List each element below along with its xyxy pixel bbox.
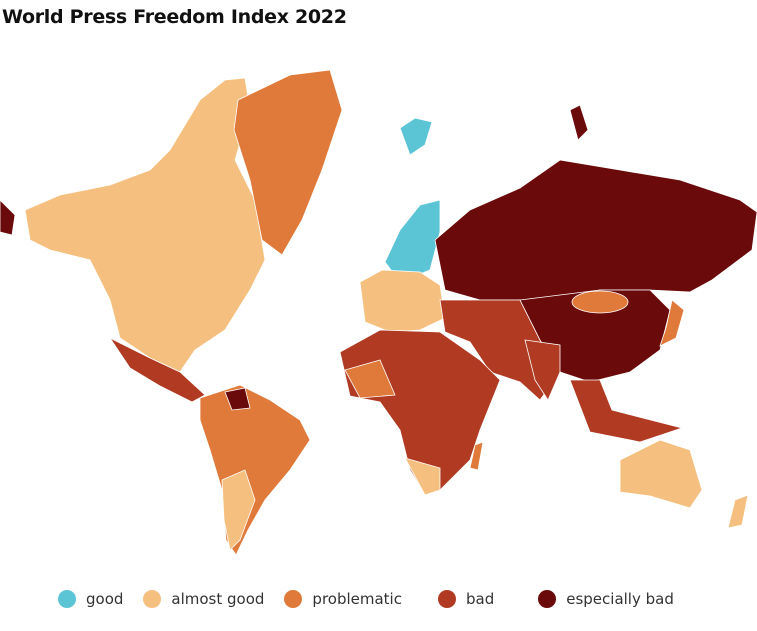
region-north-america bbox=[24, 77, 266, 373]
region-russia bbox=[434, 159, 757, 301]
legend-swatch-especially-bad bbox=[538, 590, 557, 608]
region-mexico-central-america bbox=[108, 336, 206, 403]
region-madagascar bbox=[469, 441, 484, 471]
legend-item-almost-good: almost good bbox=[143, 590, 264, 608]
region-mongolia bbox=[571, 290, 629, 314]
region-new-zealand bbox=[727, 494, 749, 529]
legend: good almost good problematic bad especia… bbox=[58, 590, 694, 608]
world-map bbox=[0, 69, 757, 556]
region-southeast-asia bbox=[569, 379, 684, 443]
legend-item-problematic: problematic bbox=[284, 590, 402, 608]
region-japan bbox=[659, 299, 685, 347]
legend-item-bad: bad bbox=[437, 590, 495, 608]
legend-label: almost good bbox=[171, 590, 265, 608]
legend-swatch-good bbox=[58, 590, 76, 608]
legend-label: good bbox=[86, 590, 124, 608]
legend-label: problematic bbox=[312, 590, 402, 608]
region-south-america bbox=[199, 384, 311, 556]
region-west-africa bbox=[344, 359, 396, 399]
map-title: World Press Freedom Index 2022 bbox=[2, 6, 347, 28]
legend-item-especially-bad: especially bad bbox=[538, 590, 674, 608]
region-europe bbox=[359, 269, 446, 333]
region-russia-islands bbox=[569, 104, 589, 141]
legend-item-good: good bbox=[58, 590, 123, 608]
region-scandinavia bbox=[384, 199, 441, 283]
legend-swatch-bad bbox=[437, 590, 456, 608]
legend-swatch-almost-good bbox=[143, 590, 162, 608]
legend-swatch-problematic bbox=[284, 590, 303, 608]
legend-label: bad bbox=[465, 590, 495, 608]
region-venezuela bbox=[224, 387, 251, 411]
legend-label: especially bad bbox=[566, 590, 674, 608]
region-chile-argentina bbox=[221, 469, 256, 551]
region-southern-africa bbox=[404, 457, 441, 496]
region-greenland bbox=[233, 69, 343, 256]
region-australia bbox=[619, 439, 703, 509]
region-alaska-tip bbox=[0, 199, 16, 236]
region-india bbox=[524, 339, 561, 401]
region-svalbard bbox=[399, 117, 433, 156]
